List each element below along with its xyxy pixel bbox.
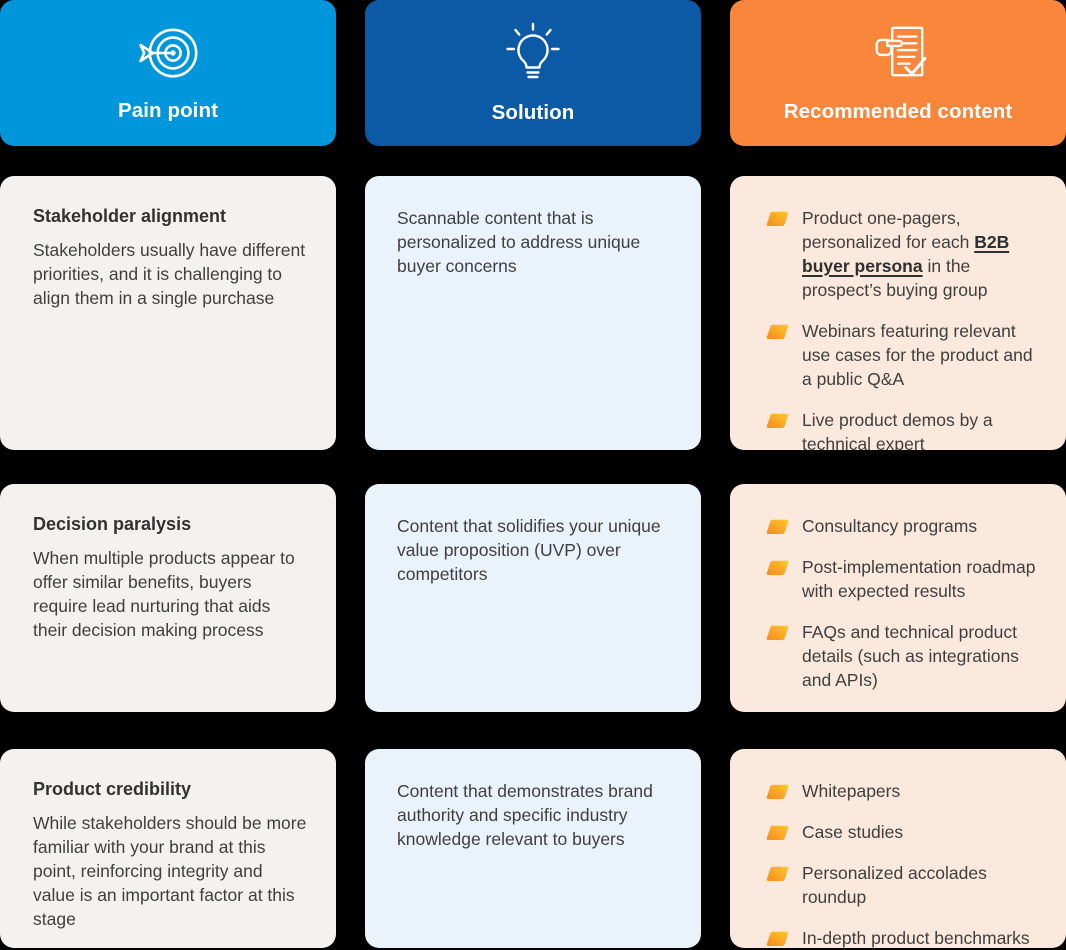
card-body: Scannable content that is personalized t… xyxy=(397,208,641,276)
solution-card-row3: Content that demonstrates brand authorit… xyxy=(365,749,701,948)
parallelogram-bullet-icon xyxy=(766,560,789,575)
list-item-text: Live product demos by a technical expert xyxy=(802,410,993,450)
list-item: Personalized accolades roundup xyxy=(766,861,1044,909)
parallelogram-bullet-icon xyxy=(766,625,789,640)
card-body: When multiple products appear to offer s… xyxy=(33,548,295,640)
parallelogram-bullet-icon xyxy=(766,519,789,534)
document-check-hand-icon xyxy=(866,23,930,88)
card-title: Product credibility xyxy=(33,779,192,799)
pain-point-header-card: Pain point xyxy=(0,0,336,146)
pain-point-card-stakeholder-alignment: Stakeholder alignment Stakeholders usual… xyxy=(0,176,336,450)
list-item-text: Whitepapers xyxy=(802,781,901,801)
lightbulb-icon xyxy=(503,22,563,89)
card-body: Content that solidifies your unique valu… xyxy=(397,516,661,584)
solution-card-row1: Scannable content that is personalized t… xyxy=(365,176,701,450)
list-item-text: Webinars featuring relevant use cases fo… xyxy=(802,321,1033,389)
list-item: Whitepapers xyxy=(766,779,1044,803)
list-item-text: Personalized accolades roundup xyxy=(802,863,987,907)
recommended-content-card-row2: Consultancy programs Post-implementation… xyxy=(730,484,1066,712)
list-item: Post-implementation roadmap with expecte… xyxy=(766,555,1044,603)
card-body: Stakeholders usually have different prio… xyxy=(33,240,306,308)
list-item: In-depth product benchmarks xyxy=(766,926,1044,948)
recommended-content-card-row3: Whitepapers Case studies Personalized ac… xyxy=(730,749,1066,948)
pain-point-card-decision-paralysis: Decision paralysis When multiple product… xyxy=(0,484,336,712)
card-body: While stakeholders should be more famili… xyxy=(33,813,307,929)
card-title: Stakeholder alignment xyxy=(33,206,227,226)
list-item: Webinars featuring relevant use cases fo… xyxy=(766,319,1044,391)
card-title: Decision paralysis xyxy=(33,514,192,534)
list-item-text: Product one-pagers, personalized for eac… xyxy=(802,208,1010,300)
parallelogram-bullet-icon xyxy=(766,324,789,339)
b2b-buyer-persona-link[interactable]: B2B buyer persona xyxy=(802,232,1010,276)
card-body: Content that demonstrates brand authorit… xyxy=(397,781,653,849)
recommended-list: Whitepapers Case studies Personalized ac… xyxy=(766,779,1044,948)
solution-card-row2: Content that solidifies your unique valu… xyxy=(365,484,701,712)
recommended-content-header-card: Recommended content xyxy=(730,0,1066,146)
parallelogram-bullet-icon xyxy=(766,825,789,840)
recommended-list: Consultancy programs Post-implementation… xyxy=(766,514,1044,692)
parallelogram-bullet-icon xyxy=(766,413,789,428)
list-item-text: In-depth product benchmarks xyxy=(802,928,1030,948)
list-item-text: FAQs and technical product details (such… xyxy=(802,622,1019,690)
parallelogram-bullet-icon xyxy=(766,931,789,946)
list-item-text: Consultancy programs xyxy=(802,516,978,536)
pain-point-card-product-credibility: Product credibility While stakeholders s… xyxy=(0,749,336,948)
parallelogram-bullet-icon xyxy=(766,784,789,799)
list-item: Product one-pagers, personalized for eac… xyxy=(766,206,1044,302)
solution-header-card: Solution xyxy=(365,0,701,146)
recommended-list: Product one-pagers, personalized for eac… xyxy=(766,206,1044,450)
list-item: Live product demos by a technical expert xyxy=(766,408,1044,450)
list-item-text: Post-implementation roadmap with expecte… xyxy=(802,557,1036,601)
recommended-content-header-label: Recommended content xyxy=(783,99,1013,123)
list-item-text: Case studies xyxy=(802,822,904,842)
target-arrow-icon xyxy=(136,24,200,87)
pain-point-header-label: Pain point xyxy=(117,98,219,122)
solution-header-label: Solution xyxy=(491,100,575,124)
parallelogram-bullet-icon xyxy=(766,211,789,226)
list-item: FAQs and technical product details (such… xyxy=(766,620,1044,692)
list-item: Case studies xyxy=(766,820,1044,844)
list-item: Consultancy programs xyxy=(766,514,1044,538)
parallelogram-bullet-icon xyxy=(766,866,789,881)
recommended-content-card-row1: Product one-pagers, personalized for eac… xyxy=(730,176,1066,450)
